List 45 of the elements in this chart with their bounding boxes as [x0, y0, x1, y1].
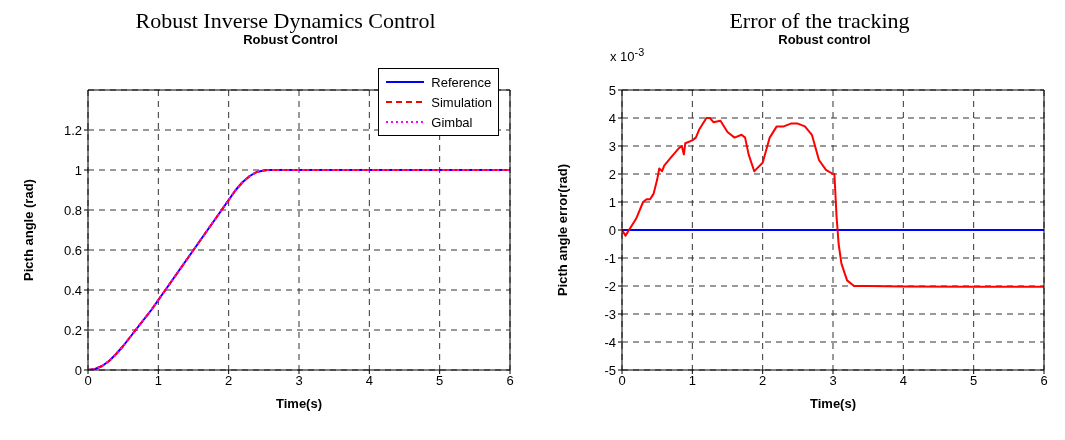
chart-title: Error of the tracking — [728, 8, 911, 33]
y-tick-label: 0.4 — [63, 282, 82, 298]
x-axis-title: Time(s) — [810, 396, 856, 411]
y-tick-label: 1.2 — [63, 122, 82, 138]
legend-label: Reference — [431, 74, 492, 90]
y-axis-title: Picth angle error(rad) — [554, 163, 570, 297]
x-tick-label: 5 — [436, 373, 444, 389]
y-tick-label: -2 — [604, 278, 616, 294]
x-axis-title: Time(s) — [276, 396, 322, 411]
x-tick-label: 4 — [899, 373, 907, 389]
y-tick-label: -3 — [604, 306, 616, 322]
x-tick-label: 5 — [970, 373, 978, 389]
y-tick-label: 0.8 — [63, 202, 82, 218]
y-tick-label: -4 — [604, 334, 616, 350]
chart-title: Robust Inverse Dynamics Control — [134, 8, 437, 33]
x-tick-label: 4 — [365, 373, 373, 389]
legend-label: Gimbal — [431, 114, 473, 130]
x-tick-label: 1 — [688, 373, 696, 389]
legend-label: Simulation — [431, 94, 492, 110]
x-tick-label: 1 — [154, 373, 162, 389]
line-series — [622, 117, 1044, 288]
x-tick-label: 6 — [506, 373, 514, 389]
y-tick-label: 1 — [608, 194, 616, 210]
x-tick-label: 3 — [829, 373, 837, 389]
y-axis-title: Picth angle (rad) — [20, 179, 36, 281]
chart-subtitle: Robust control — [778, 32, 871, 47]
x-tick-label: 2 — [759, 373, 767, 389]
text: x 10$^{-3}$ — [610, 46, 645, 65]
y-tick-label: -5 — [604, 362, 616, 378]
y-tick-label: 5 — [608, 82, 616, 98]
y-tick-label: 0 — [74, 362, 82, 378]
y-tick-label: 2 — [608, 166, 616, 182]
y-tick-label: 1 — [74, 162, 82, 178]
x-tick-label: 0 — [84, 373, 92, 389]
y-tick-label: 4 — [608, 110, 616, 126]
y-tick-label: 0 — [608, 222, 616, 238]
x-tick-label: 3 — [295, 373, 303, 389]
y-tick-label: 3 — [608, 138, 616, 154]
x-tick-label: 2 — [225, 373, 233, 389]
y-tick-label: -1 — [604, 250, 616, 266]
y-tick-label: 0.6 — [63, 242, 82, 258]
y-tick-label: 0.2 — [63, 322, 82, 338]
x-tick-label: 0 — [618, 373, 626, 389]
chart-subtitle: Robust Control — [242, 32, 338, 49]
x-tick-label: 6 — [1040, 373, 1048, 389]
